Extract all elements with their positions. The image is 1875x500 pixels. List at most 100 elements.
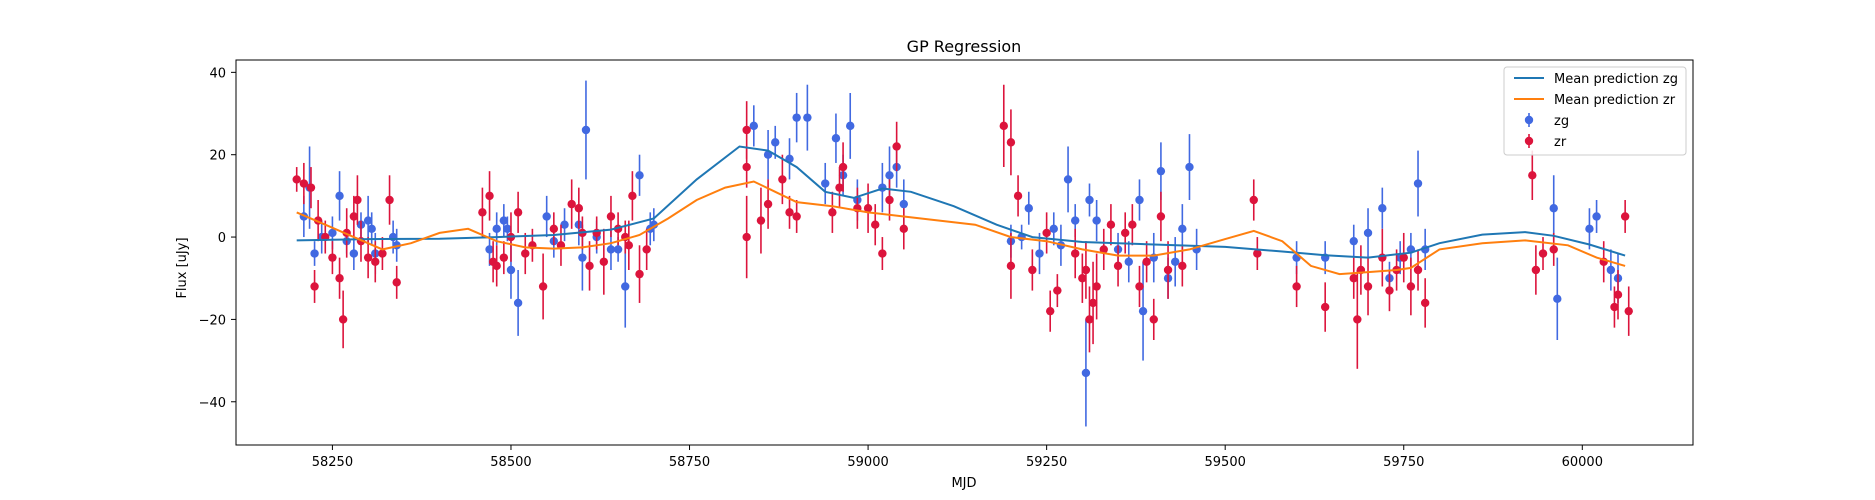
x-tick-label: 60000 [1562,455,1603,470]
data-point-zr [1071,249,1080,258]
data-point-zg [1024,204,1033,213]
legend-item-zr-label: zr [1554,135,1567,150]
data-point-zr [606,212,616,221]
data-point-zr [892,142,901,151]
data-point-zr [1549,245,1558,254]
data-point-zr [899,224,908,234]
data-point-zr [828,208,837,217]
data-point-zg [1349,236,1358,246]
data-point-zg [1363,228,1373,238]
y-axis-label: Flux [uJy] [175,237,190,298]
data-point-zr [742,125,751,135]
data-point-zg [1035,249,1044,258]
data-point-zg [1413,179,1423,188]
series-zg [299,80,1623,427]
legend-box [1503,66,1687,156]
data-point-zg [1092,216,1101,225]
data-point-zr [363,253,373,262]
data-point-zr [628,191,637,201]
data-point-zr [299,179,309,188]
data-point-zr [478,208,487,217]
mean-prediction-line-zg [296,145,1626,259]
y-tick-label: 0 [218,231,226,246]
data-point-zg [1170,257,1180,266]
data-point-zr [1006,138,1016,147]
plot-area [292,80,1633,427]
data-point-zr [635,269,644,279]
y-tick-label: −40 [199,396,226,411]
data-point-zr [1420,298,1430,308]
data-point-zr [1538,249,1548,258]
chart-title: GP Regression [907,37,1022,56]
data-point-zr [792,212,801,221]
data-point-zg [485,245,494,254]
data-point-zr [1081,265,1091,275]
data-point-zg [1124,257,1133,266]
data-point-zr [1320,302,1330,312]
data-point-zg [821,179,830,188]
data-point-zg [542,212,551,221]
x-tick-label: 59250 [1026,455,1067,470]
data-point-zr [871,220,880,229]
data-point-zg [899,199,908,209]
data-point-zg [1549,204,1558,213]
data-point-zr [599,257,609,266]
y-tick-label: −20 [199,313,226,328]
data-point-zg [1049,224,1058,234]
data-point-zr [1163,265,1173,275]
data-point-zg [1185,162,1194,172]
legend-item-mean-zg-label: Mean prediction zg [1554,72,1678,87]
data-point-zr [485,191,494,201]
data-point-zr [392,278,401,287]
data-point-zg [328,228,337,238]
data-point-zr [1610,302,1619,312]
axes: 58250 58500 58750 59000 59250 59500 59750 60000… [199,59,1694,470]
data-point-zg [771,138,780,147]
data-point-zr [642,245,651,254]
x-tick-label: 59750 [1383,455,1424,470]
data-point-zg [1156,166,1166,176]
data-point-zr [1006,261,1016,271]
data-point-zr [1385,286,1394,295]
data-point-zr [549,224,559,234]
data-point-zr [338,315,348,324]
data-point-zr [1013,191,1023,201]
data-point-zr [1406,282,1416,291]
data-point-zg [749,121,759,131]
data-point-zr [756,216,766,225]
data-point-zr [885,195,894,205]
data-point-zr [1249,195,1258,205]
data-point-zr [585,261,594,271]
data-point-zr [778,175,787,184]
x-axis-label: MJD [951,476,976,491]
data-point-zg [335,191,344,201]
data-point-zr [1142,257,1151,266]
data-point-zr [1178,261,1187,271]
data-point-zr [742,232,751,242]
data-point-zg [606,245,616,254]
data-point-zr [306,183,316,192]
data-point-zg [499,216,509,225]
data-point-zr [1253,249,1262,258]
data-point-zr [1113,261,1123,271]
data-point-zg [885,171,894,180]
data-point-zr [521,249,530,258]
data-point-zr [1413,265,1423,275]
data-point-zr [335,274,344,283]
y-tick-label: 40 [209,66,226,81]
data-point-zr [1078,274,1087,283]
data-point-zr [499,253,509,262]
data-point-zr [378,249,387,258]
plot-frame [235,59,1694,446]
data-point-zr [310,282,319,291]
mean-prediction-line-zr [296,180,1626,276]
data-point-zg [1606,265,1616,275]
data-point-zr [492,261,501,271]
data-point-zr [1128,220,1137,229]
data-point-zr [835,183,844,192]
data-point-zr [1363,282,1373,291]
data-point-zr [1092,282,1101,291]
x-tick-label: 58750 [669,455,710,470]
data-point-zg [310,249,319,258]
data-point-zr [1528,171,1537,180]
